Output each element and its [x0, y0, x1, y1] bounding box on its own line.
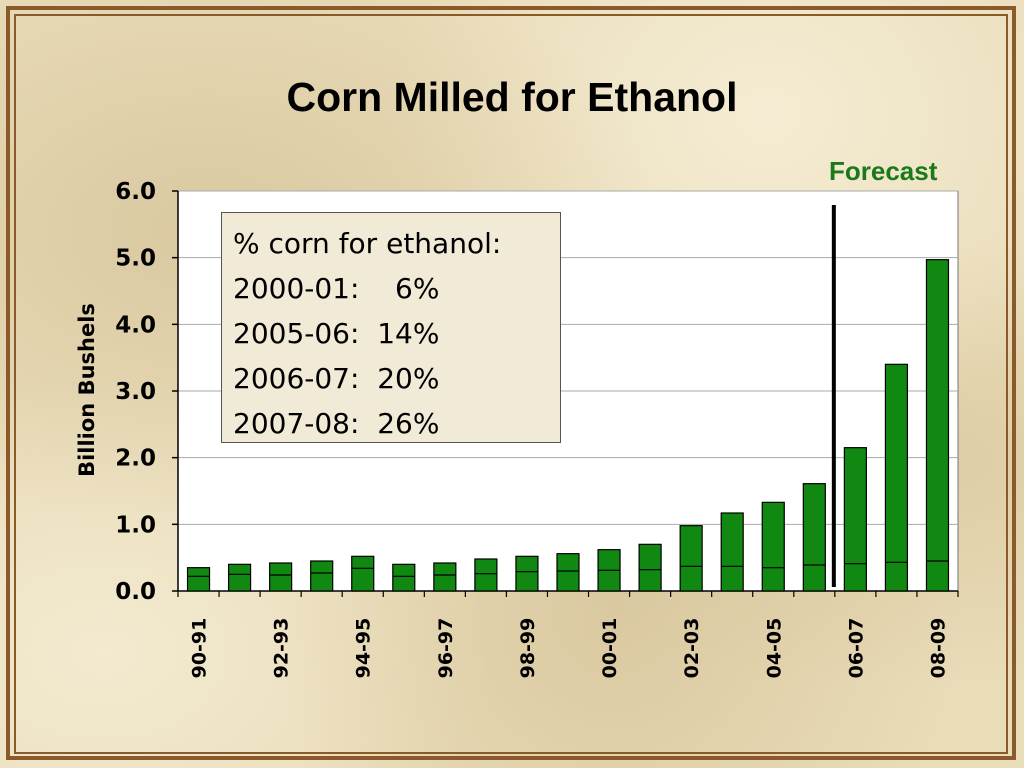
x-tick-label: 00-01	[599, 618, 621, 679]
y-tick-label: 0.0	[115, 579, 156, 605]
bar	[269, 562, 293, 592]
y-tick-label: 1.0	[115, 512, 156, 538]
bar	[679, 525, 703, 592]
chart-title: Corn Milled for Ethanol	[286, 74, 738, 120]
bar	[515, 555, 539, 592]
note-line: 2000-01: 6%	[233, 272, 440, 305]
forecast-label: Forecast	[829, 156, 938, 186]
x-tick-label: 96-97	[435, 618, 457, 679]
y-tick-label: 6.0	[115, 179, 156, 205]
bar	[433, 562, 457, 592]
bar	[351, 555, 375, 592]
bar	[638, 543, 662, 592]
bar	[556, 553, 580, 592]
y-tick-label: 3.0	[115, 379, 156, 405]
ethanol-share-note: % corn for ethanol: 2000-01: 6% 2005-06:…	[221, 212, 561, 443]
bar	[761, 501, 785, 592]
x-tick-label: 04-05	[763, 618, 785, 679]
slide-frame-inner	[14, 14, 1008, 754]
x-tick-label: 90-91	[189, 618, 211, 679]
y-tick-label: 5.0	[115, 246, 156, 272]
x-tick-label: 98-99	[517, 618, 539, 679]
note-line: % corn for ethanol:	[233, 227, 502, 260]
x-tick-label: 08-09	[927, 618, 949, 679]
note-line: 2007-08: 26%	[233, 407, 440, 440]
bar	[802, 483, 826, 592]
x-tick-label: 92-93	[271, 618, 293, 679]
y-tick-label: 4.0	[115, 312, 156, 338]
x-tick-label: 94-95	[353, 618, 375, 679]
note-line: 2005-06: 14%	[233, 317, 440, 350]
bar	[186, 567, 211, 592]
slide-frame-outer	[6, 6, 1016, 760]
bar	[720, 512, 744, 592]
bar	[227, 563, 252, 592]
bar	[884, 363, 909, 592]
x-tick-label: 06-07	[845, 618, 867, 679]
bar	[843, 447, 867, 592]
note-line: 2006-07: 20%	[233, 362, 440, 395]
bar	[392, 563, 416, 592]
y-tick-label: 2.0	[115, 446, 156, 472]
bar	[925, 259, 950, 592]
x-tick-label: 02-03	[681, 618, 703, 679]
bar	[474, 558, 498, 592]
bar	[310, 560, 334, 592]
